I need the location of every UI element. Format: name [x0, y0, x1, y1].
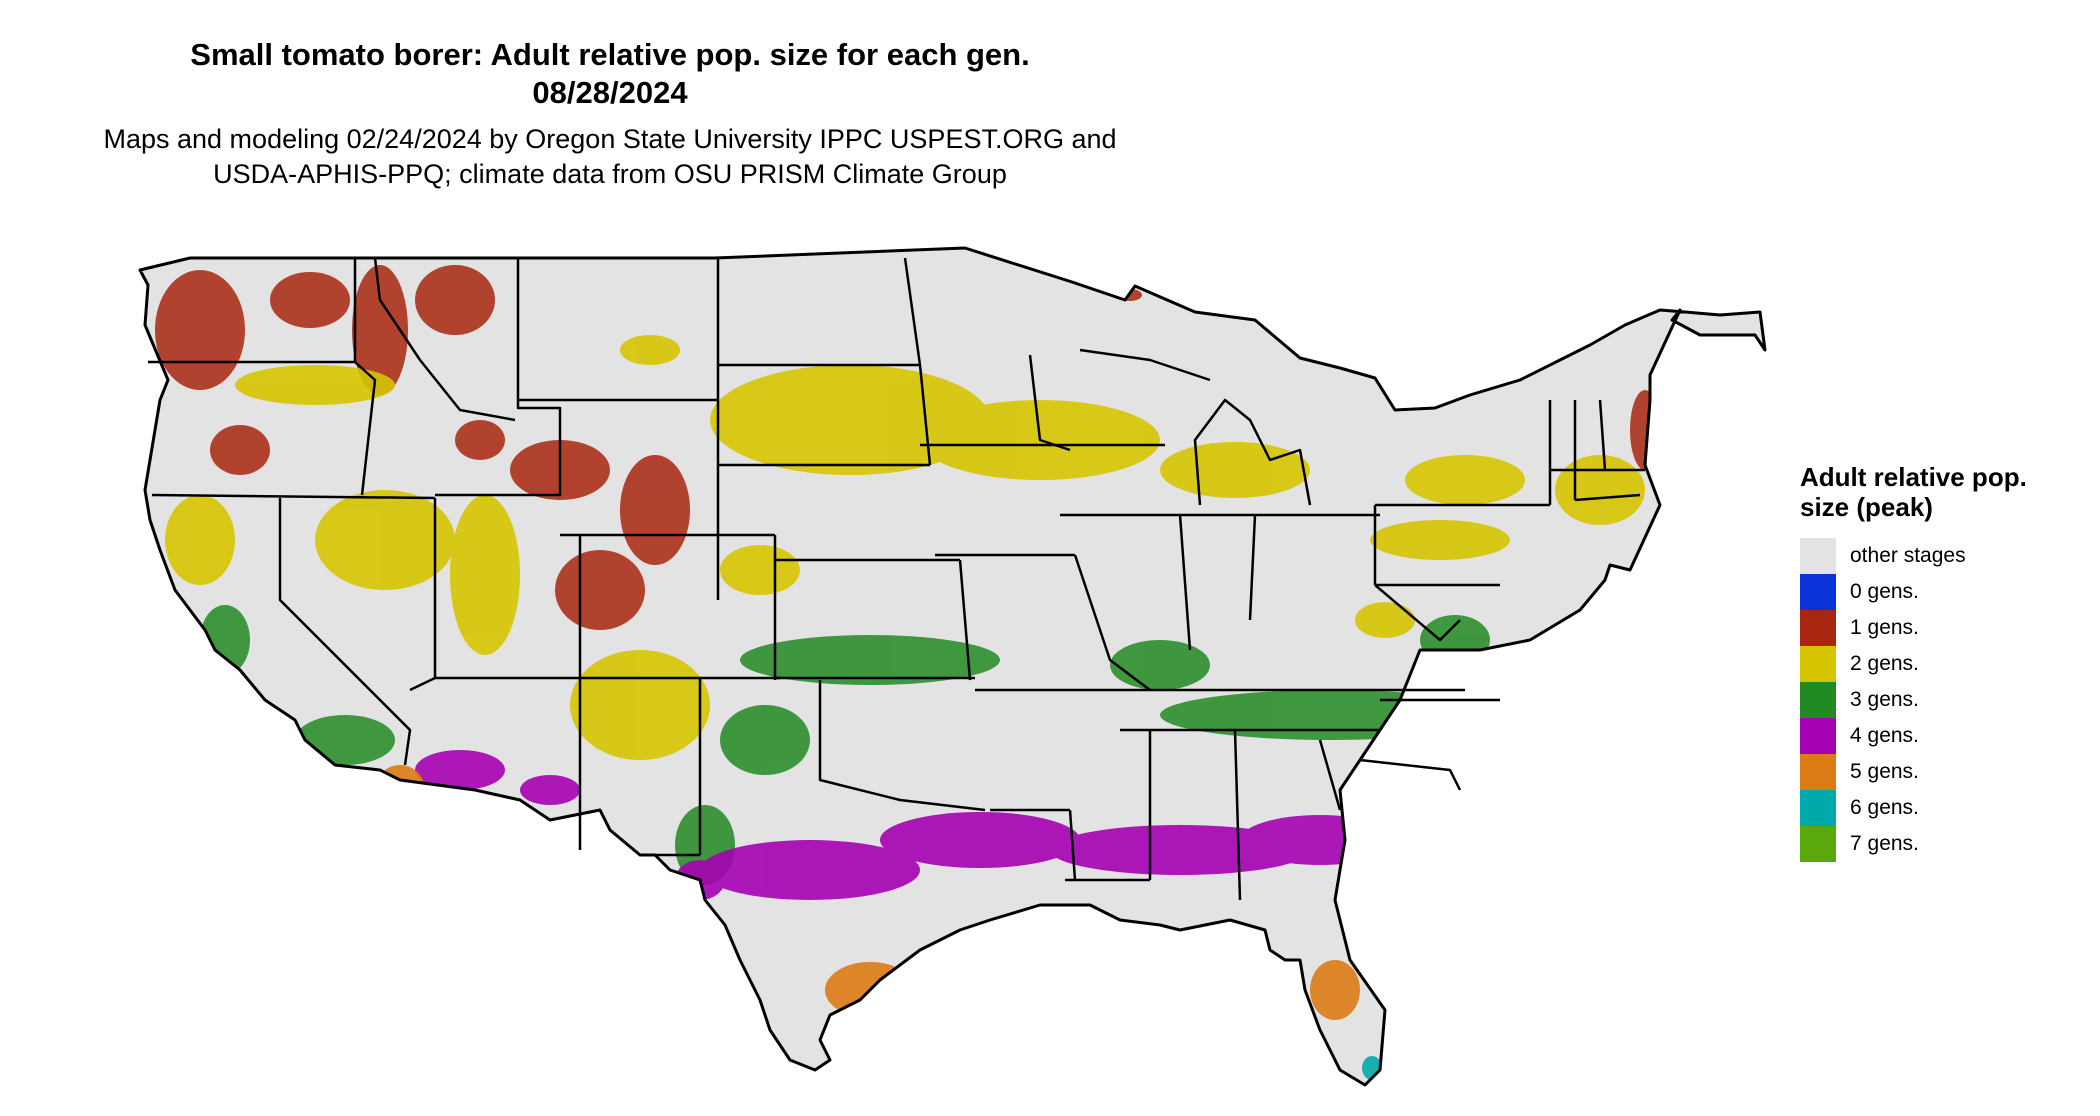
legend-label: 3 gens. — [1850, 688, 1919, 711]
legend-label: other stages — [1850, 544, 1966, 567]
legend-item: 5 gens. — [1800, 754, 2040, 790]
legend-item: 4 gens. — [1800, 718, 2040, 754]
map-date: 08/28/2024 — [532, 75, 688, 110]
state-borders — [148, 257, 1645, 901]
legend-label: 1 gens. — [1850, 616, 1919, 639]
legend-item: 6 gens. — [1800, 790, 2040, 826]
legend-swatch — [1800, 574, 1836, 610]
legend-swatch — [1800, 790, 1836, 826]
legend-swatch — [1800, 754, 1836, 790]
subtitle-line-1: Maps and modeling 02/24/2024 by Oregon S… — [103, 124, 1117, 154]
legend-item: 2 gens. — [1800, 646, 2040, 682]
legend-item: 0 gens. — [1800, 574, 2040, 610]
legend-list: other stages 0 gens. 1 gens. 2 gens. 3 gens.… — [1800, 538, 2040, 862]
legend-label: 7 gens. — [1850, 832, 1919, 855]
zone-2-gens — [165, 335, 1645, 760]
legend-item: 7 gens. — [1800, 826, 2040, 862]
legend-swatch — [1800, 610, 1836, 646]
legend-item: other stages — [1800, 538, 2040, 574]
subtitle-line-2: USDA-APHIS-PPQ; climate data from OSU PR… — [213, 159, 1007, 189]
legend-label: 4 gens. — [1850, 724, 1919, 747]
legend: Adult relative pop. size (peak) other st… — [1800, 462, 2040, 862]
map-title: Small tomato borer: Adult relative pop. … — [190, 37, 1030, 72]
legend-item: 1 gens. — [1800, 610, 2040, 646]
legend-label: 2 gens. — [1850, 652, 1919, 675]
legend-swatch — [1800, 682, 1836, 718]
title-block: Small tomato borer: Adult relative pop. … — [0, 36, 1220, 192]
legend-swatch — [1800, 826, 1836, 862]
legend-title: Adult relative pop. size (peak) — [1800, 462, 2027, 522]
legend-swatch — [1800, 718, 1836, 754]
legend-label: 5 gens. — [1850, 760, 1919, 783]
us-outline — [138, 246, 1767, 1087]
legend-swatch — [1800, 646, 1836, 682]
legend-item: 3 gens. — [1800, 682, 2040, 718]
legend-label: 0 gens. — [1850, 580, 1919, 603]
legend-swatch — [1800, 538, 1836, 574]
legend-label: 6 gens. — [1850, 796, 1919, 819]
